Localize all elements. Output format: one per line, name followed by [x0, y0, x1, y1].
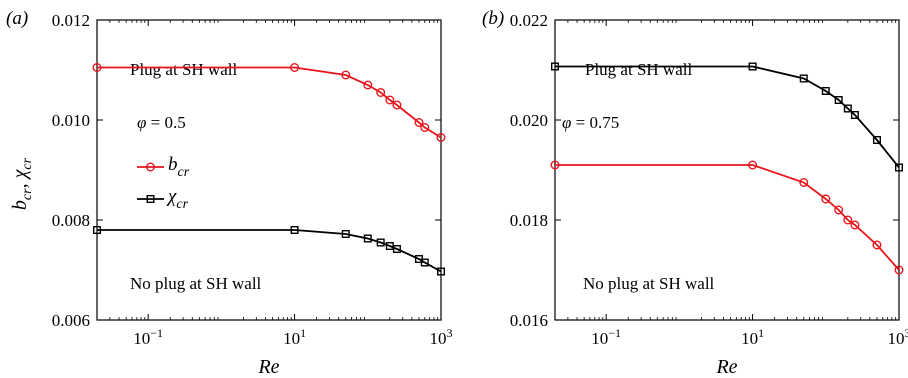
- x-tick-label: 10−1: [133, 326, 163, 348]
- y-tick-label: 0.008: [52, 211, 90, 230]
- series-line: [97, 229, 442, 273]
- y-tick-label: 0.018: [510, 211, 548, 230]
- data-point-circle: [290, 63, 300, 73]
- data-point-square: [551, 62, 560, 71]
- data-point-circle: [392, 100, 402, 110]
- series-b-cr: [550, 160, 904, 275]
- annotation-top: Plug at SH wall: [130, 60, 237, 79]
- y-tick-label: 0.012: [52, 11, 90, 30]
- data-point-square: [895, 163, 904, 172]
- data-point-square: [872, 135, 881, 144]
- data-point-square: [92, 225, 101, 234]
- data-point-circle: [799, 177, 809, 187]
- panel-label: (a): [6, 8, 28, 29]
- panel-label: (b): [482, 8, 504, 29]
- y-tick-label: 0.010: [52, 111, 90, 130]
- series-chi-cr: [92, 225, 446, 276]
- annotation-phi: φ = 0.75: [562, 113, 619, 132]
- y-tick-label: 0.016: [510, 311, 548, 330]
- data-point-square: [341, 229, 350, 238]
- data-point-circle: [894, 265, 904, 275]
- x-axis-title: Re: [257, 356, 279, 378]
- x-tick-label: 101: [283, 326, 306, 348]
- axes-box: [554, 19, 900, 321]
- data-point-circle: [850, 220, 860, 230]
- data-point-square: [392, 244, 401, 253]
- chart-panel-b: (b) 0.016 0.018 0.020 0.022 10−1 101 103 Re Plug …: [482, 8, 908, 378]
- x-axis-title: Re: [715, 356, 737, 378]
- annotation-bottom: No plug at SH wall: [583, 274, 715, 293]
- data-point-square: [834, 95, 843, 104]
- y-tick-label: 0.006: [52, 311, 90, 330]
- data-point-square: [748, 62, 757, 71]
- series-chi-cr: [551, 62, 904, 172]
- data-point-circle: [821, 194, 831, 204]
- data-point-circle: [420, 122, 430, 132]
- annotation-phi: φ = 0.5: [137, 113, 186, 132]
- x-tick-label: 101: [741, 326, 764, 348]
- data-point-square: [850, 110, 859, 119]
- annotation-top: Plug at SH wall: [585, 60, 692, 79]
- data-point-square: [821, 86, 830, 95]
- data-point-circle: [843, 215, 853, 225]
- axes-box: [96, 19, 442, 321]
- data-point-square: [843, 104, 852, 113]
- legend-label: bcr: [168, 154, 190, 180]
- data-point-circle: [341, 70, 351, 80]
- data-point-square: [799, 74, 808, 83]
- data-point-circle: [748, 160, 758, 170]
- data-point-square: [420, 258, 429, 267]
- data-point-square: [363, 234, 372, 243]
- data-point-circle: [376, 87, 386, 97]
- legend: bcr χcr: [137, 154, 190, 212]
- legend-marker-square: [146, 194, 155, 203]
- data-point-circle: [436, 132, 446, 142]
- annotation-bottom: No plug at SH wall: [130, 274, 262, 293]
- data-point-circle: [92, 63, 102, 73]
- data-point-square: [376, 238, 385, 247]
- legend-marker-circle: [145, 162, 155, 172]
- x-tick-label: 10−1: [591, 326, 621, 348]
- data-point-square: [290, 225, 299, 234]
- series-line: [555, 65, 900, 169]
- data-point-circle: [363, 80, 373, 90]
- data-point-circle: [834, 205, 844, 215]
- data-point-circle: [872, 240, 882, 250]
- x-tick-label: 103: [888, 326, 908, 348]
- series-line: [555, 164, 900, 271]
- y-axis-title: bcr, χcr: [9, 157, 35, 210]
- legend-label: χcr: [166, 186, 189, 212]
- y-tick-label: 0.022: [510, 11, 548, 30]
- x-tick-label: 103: [430, 326, 453, 348]
- data-point-circle: [385, 95, 395, 105]
- chart-panel-a: (a) 0.006 0.008 0.010 0.012 10−1 101 103 Re bcr, …: [6, 8, 453, 378]
- data-point-circle: [550, 160, 560, 170]
- y-tick-label: 0.020: [510, 111, 548, 130]
- series-b-cr: [92, 63, 446, 142]
- data-point-square: [437, 267, 446, 276]
- data-point-circle: [414, 117, 424, 127]
